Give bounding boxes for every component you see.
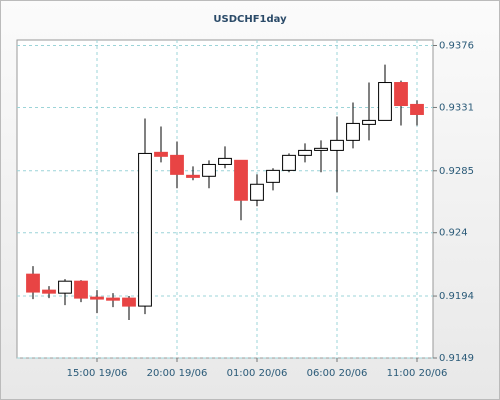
candle-body xyxy=(186,174,200,178)
candle-body xyxy=(394,82,408,107)
candle-body xyxy=(218,157,232,165)
x-tick-label: 15:00 19/06 xyxy=(67,368,128,379)
candle-body xyxy=(106,297,120,301)
candle-body xyxy=(250,183,264,201)
y-tick-label: 0.924 xyxy=(439,228,468,239)
chart-title: USDCHF1day xyxy=(213,14,287,25)
y-tick-label: 0.9149 xyxy=(439,353,474,364)
candle-body xyxy=(266,169,280,183)
candle-body xyxy=(234,159,248,201)
x-tick-label: 11:00 20/06 xyxy=(387,368,448,379)
candle-body xyxy=(58,280,72,294)
candle-body xyxy=(122,297,136,307)
candle-body xyxy=(298,149,312,156)
candle-body xyxy=(346,122,360,141)
candle-body xyxy=(202,163,216,177)
candle-body xyxy=(362,119,376,125)
y-tick-label: 0.9331 xyxy=(439,102,474,113)
candle-body xyxy=(26,273,40,293)
candle-body xyxy=(330,139,344,151)
x-tick-label: 20:00 19/06 xyxy=(147,368,208,379)
plot-area xyxy=(16,39,434,359)
y-tick-label: 0.9194 xyxy=(439,291,474,302)
candle-body xyxy=(170,154,184,175)
x-tick-label: 06:00 20/06 xyxy=(307,368,368,379)
y-tick-label: 0.9376 xyxy=(439,41,474,52)
candle-body xyxy=(378,82,392,121)
candle-body xyxy=(410,103,424,115)
candle-body xyxy=(154,151,168,157)
candle-body xyxy=(90,296,104,300)
candle-body xyxy=(314,147,328,151)
candle-body xyxy=(74,280,88,299)
candle-body xyxy=(138,152,152,307)
candle-body xyxy=(42,289,56,294)
candle-body xyxy=(282,154,296,171)
y-tick-label: 0.9285 xyxy=(439,166,474,177)
x-tick-label: 01:00 20/06 xyxy=(227,368,288,379)
